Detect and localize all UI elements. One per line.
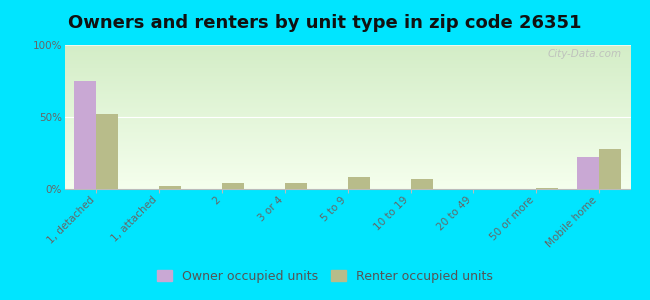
Bar	[348, 178, 370, 189]
Bar	[577, 157, 599, 189]
Bar	[599, 149, 621, 189]
Bar	[96, 114, 118, 189]
Text: Owners and renters by unit type in zip code 26351: Owners and renters by unit type in zip c…	[68, 14, 582, 32]
Legend: Owner occupied units, Renter occupied units: Owner occupied units, Renter occupied un…	[152, 265, 498, 288]
Text: City-Data.com: City-Data.com	[548, 49, 622, 59]
Bar	[536, 188, 558, 189]
Bar	[411, 179, 432, 189]
Bar	[222, 183, 244, 189]
Bar	[74, 81, 96, 189]
Bar	[159, 186, 181, 189]
Bar	[285, 183, 307, 189]
